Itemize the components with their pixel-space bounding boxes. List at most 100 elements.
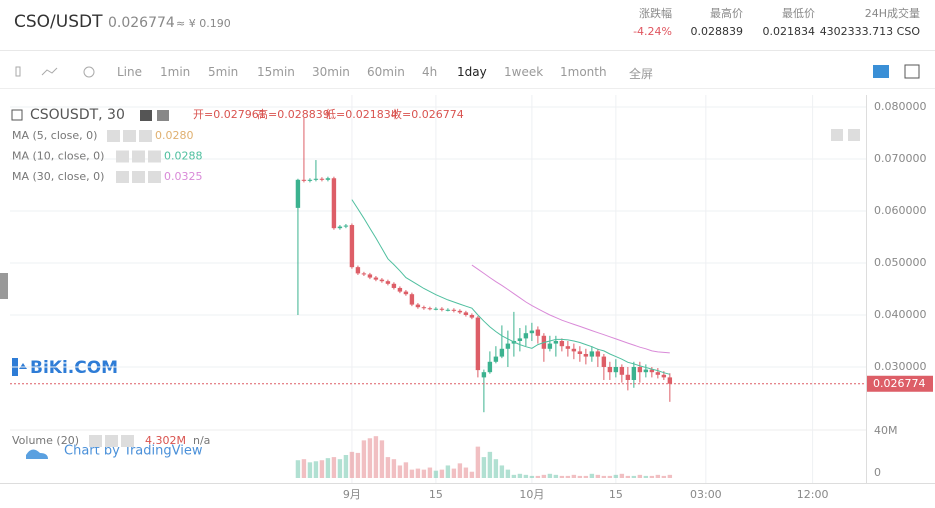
candle-body bbox=[367, 274, 373, 278]
ohlc-label: 低=0.021834 bbox=[325, 108, 398, 121]
ma-line bbox=[471, 264, 670, 354]
volume-bar bbox=[481, 457, 487, 478]
toolbar-button[interactable]: 5min bbox=[208, 65, 239, 79]
volume-bar bbox=[661, 475, 667, 478]
logo-mark bbox=[12, 358, 27, 376]
toolbar-icons[interactable] bbox=[12, 64, 112, 80]
candle-body bbox=[481, 372, 487, 378]
volume-bar bbox=[571, 474, 577, 478]
stat-value: 0.021834 bbox=[762, 25, 816, 38]
volume-bar bbox=[463, 467, 469, 478]
volume-bar bbox=[595, 474, 601, 478]
stat-label: 涨跌幅 bbox=[639, 7, 672, 20]
toolbar-button[interactable]: 1day bbox=[457, 65, 487, 79]
candle-body bbox=[475, 317, 481, 371]
stat-value: -4.24% bbox=[633, 25, 672, 38]
candle-body bbox=[439, 308, 445, 310]
stat-label: 24H成交量 bbox=[864, 7, 920, 20]
toolbar-button[interactable]: 60min bbox=[367, 65, 405, 79]
volume-bar bbox=[493, 459, 499, 478]
toolbar-button[interactable]: 全屏 bbox=[629, 67, 654, 81]
toolbar-button[interactable]: 1month bbox=[560, 65, 607, 79]
volume-bar bbox=[415, 468, 421, 478]
volume-bar bbox=[391, 459, 397, 478]
volume-bar bbox=[421, 469, 427, 478]
candle-body bbox=[529, 330, 535, 334]
volume-tick-label: 40M bbox=[874, 424, 898, 437]
volume-name: Volume (20) bbox=[12, 434, 79, 447]
legend-value: 0.0288 bbox=[164, 150, 203, 163]
candle-body bbox=[421, 307, 427, 309]
candle-body bbox=[589, 351, 595, 357]
volume-bar bbox=[613, 474, 619, 478]
ohlc-label: 开=0.027961 bbox=[193, 108, 266, 121]
toolbar-button[interactable]: 4h bbox=[422, 65, 438, 79]
volume-bar bbox=[427, 467, 433, 478]
candle-body bbox=[583, 353, 589, 357]
candle-body bbox=[445, 309, 451, 311]
candle-body bbox=[295, 179, 301, 208]
candle-body bbox=[343, 225, 349, 227]
down-icon[interactable] bbox=[831, 129, 843, 141]
price: 0.026774 bbox=[108, 15, 175, 31]
volume-bar bbox=[655, 474, 661, 478]
view-icons[interactable] bbox=[872, 63, 924, 81]
toolbar-button[interactable]: 15min bbox=[257, 65, 295, 79]
volume-bar bbox=[601, 475, 607, 478]
volume-bar bbox=[355, 452, 361, 478]
legend-value: 0.0280 bbox=[155, 129, 194, 142]
candle-body bbox=[487, 361, 493, 373]
toolbar-button[interactable]: 30min bbox=[312, 65, 350, 79]
legend-icon bbox=[105, 435, 118, 447]
volume-bar bbox=[547, 473, 553, 478]
toolbar-button[interactable]: Line bbox=[117, 65, 143, 79]
eye-icon[interactable] bbox=[140, 110, 152, 121]
candle-body bbox=[307, 179, 313, 181]
volume-bar bbox=[373, 436, 379, 478]
collapse-icon[interactable] bbox=[11, 109, 23, 121]
volume-bar bbox=[529, 475, 535, 478]
candle-body bbox=[463, 312, 469, 315]
volume-bar bbox=[583, 475, 589, 478]
volume-bar bbox=[631, 475, 637, 478]
volume-bar bbox=[343, 455, 349, 478]
volume-bar bbox=[517, 473, 523, 478]
candle-body bbox=[391, 283, 397, 288]
candle-body bbox=[385, 281, 391, 284]
toolbar-button[interactable]: 1week bbox=[504, 65, 544, 79]
ohlc-label: 收=0.026774 bbox=[391, 107, 464, 121]
legend-icon bbox=[121, 435, 134, 447]
toolbar-button[interactable]: 1min bbox=[160, 65, 191, 79]
candle-body bbox=[547, 343, 553, 349]
volume-bar bbox=[319, 460, 325, 478]
candle-body bbox=[637, 366, 643, 373]
legend-name: MA (10, close, 0) bbox=[12, 150, 104, 163]
y-tick-label: 0.030000 bbox=[874, 360, 927, 373]
candle-body bbox=[403, 291, 409, 295]
volume-bar bbox=[433, 470, 439, 478]
side-handle[interactable] bbox=[0, 273, 8, 299]
down-icon[interactable] bbox=[848, 129, 860, 141]
candle-body bbox=[457, 310, 463, 313]
ohlc-label: 高=0.028839 bbox=[257, 107, 330, 121]
candle-body bbox=[325, 178, 331, 180]
volume-bar bbox=[577, 475, 583, 478]
header: CSO/USDT 0.026774 ≈ ¥ 0.190 涨跌幅 -4.24% 最高价… bbox=[0, 0, 935, 51]
candle-body bbox=[619, 366, 625, 375]
volume-ma: n/a bbox=[193, 434, 210, 447]
candle-body bbox=[373, 277, 379, 280]
settings-icon[interactable] bbox=[157, 110, 169, 121]
candle-body bbox=[631, 366, 637, 380]
candle-body bbox=[397, 287, 403, 292]
candle-body bbox=[427, 308, 433, 310]
last-price-box bbox=[867, 375, 933, 392]
candle-body bbox=[313, 178, 319, 180]
candle-body bbox=[379, 279, 385, 282]
y-tick-label: 0.060000 bbox=[874, 204, 927, 217]
volume-bar bbox=[589, 473, 595, 478]
legend-icon bbox=[123, 130, 136, 142]
candle-body bbox=[355, 267, 361, 274]
candle-body bbox=[319, 178, 325, 180]
last-price-label: 0.026774 bbox=[873, 377, 926, 390]
